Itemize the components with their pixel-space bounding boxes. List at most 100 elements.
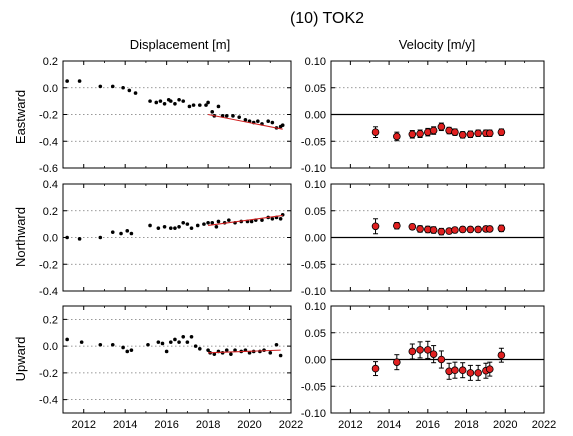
data-point [110,230,115,234]
panel-frame [62,183,292,292]
y-tick-label: 0.0 [43,341,58,353]
data-point [177,340,181,344]
velocity-point [424,346,432,354]
data-point [262,348,266,352]
data-point [148,223,152,228]
row-label-eastward: Eastward [13,90,28,144]
data-point [65,235,69,240]
velocity-point [485,129,494,138]
velocity-point [408,223,417,231]
y-tick-label: -0.4 [39,286,58,298]
data-point [121,85,125,90]
y-tick-label: 0.00 [305,110,326,122]
x-tick-label: 2022 [532,419,556,431]
x-tick-label: 2022 [279,419,303,431]
data-point [185,222,190,226]
data-point [148,99,152,103]
data-point [210,110,215,114]
velocity-point [485,225,494,233]
data-point [168,340,173,344]
data-point [198,103,202,107]
data-point [154,100,159,105]
y-tick-label: -0.6 [39,163,58,175]
panel-displacement-northward: 0.4 0.2 0.0 -0.2 -0.4 [39,179,292,298]
data-point [237,115,241,119]
y-tick-label: 0.00 [305,233,326,245]
data-point [133,91,138,95]
data-point [266,119,271,123]
data-point [162,225,167,229]
x-tick-label: 2012 [338,419,362,431]
x-tick-label: 2018 [454,419,478,431]
x-tick-label: 2012 [71,419,95,431]
panel-displacement-upward: 0.2 0.0 -0.2 -0.4 2012 2014 2016 2018 2020 2022 [39,305,303,431]
data-point [247,351,252,355]
y-tick-label: 0.2 [43,206,58,218]
panel-frame [62,305,292,414]
data-point [156,340,161,344]
velocity-point [474,369,482,377]
velocity-point [393,358,401,366]
velocity-point [451,366,459,375]
data-point [227,218,231,222]
data-point [119,231,123,236]
panel-frame [330,183,545,292]
data-point [168,99,173,103]
velocity-point [458,225,467,234]
y-tick-label: 0.2 [43,56,58,68]
y-tick-label: 0.05 [305,83,326,95]
data-point [233,348,237,352]
data-point [110,342,115,347]
velocity-point [458,366,467,375]
data-point [98,235,103,240]
y-tick-label: 0.0 [43,83,58,95]
figure-title: (10) TOK2 [290,10,364,27]
data-point [243,118,248,122]
x-tick-label: 2020 [237,419,261,431]
data-point [231,114,235,118]
y-tick-label: -0.05 [301,259,326,271]
data-point [65,79,69,83]
data-point [79,340,84,344]
data-point [185,340,190,344]
data-point [202,222,206,226]
data-point [214,225,219,229]
panel-frame [330,305,545,414]
y-tick-label: 0.00 [305,355,326,367]
data-point [177,97,181,102]
data-point [162,102,167,106]
x-tick-label: 2016 [154,419,178,431]
velocity-point [429,226,438,234]
velocity-point [451,128,459,136]
chart-panels: 0.20.0-0.2-0.4-0.60.40.20.0-0.2-0.40.20.… [39,56,556,431]
velocity-point [437,227,446,236]
data-point [191,103,196,107]
velocity-point [393,221,401,230]
data-point [181,99,186,103]
data-point [216,219,221,224]
data-point [206,348,210,352]
velocity-point [393,132,401,141]
y-tick-label: 0.05 [305,206,326,218]
data-point [206,100,210,105]
x-tick-label: 2014 [113,419,137,431]
data-point [181,334,186,339]
x-tick-label: 2016 [416,419,440,431]
panel-frame [62,60,292,169]
column-title-velocity: Velocity [m/y] [399,37,476,52]
data-point [158,99,163,103]
velocity-point [485,365,494,373]
velocity-point [371,128,380,136]
data-point [187,104,192,109]
data-point [280,123,285,127]
data-point [168,226,173,230]
data-point [77,237,82,241]
y-tick-label: -0.4 [39,136,58,148]
y-tick-label: -0.05 [301,381,326,393]
data-point [156,226,161,230]
y-tick-label: 0.0 [43,233,58,245]
data-point [193,344,198,348]
panel-displacement-eastward: 0.2 0.0 -0.2 -0.4 -0.6 [39,56,292,175]
row-label-upward: Upward [13,337,28,382]
